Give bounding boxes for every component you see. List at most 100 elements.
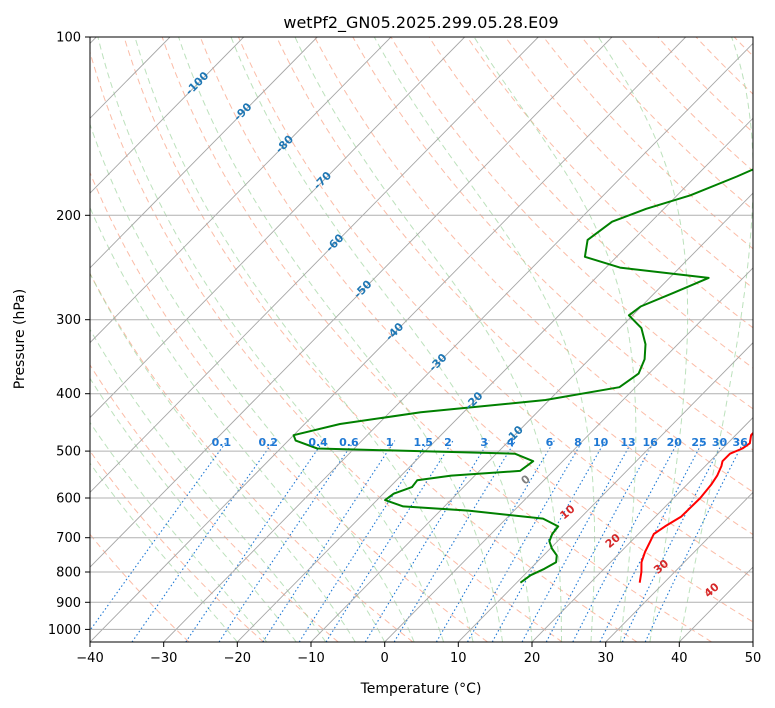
mixing-ratio-label: 1 — [386, 436, 394, 449]
mixing-ratio-label: 4 — [507, 436, 515, 449]
chart-title: wetPf2_GN05.2025.299.05.28.E09 — [283, 13, 558, 33]
mixing-ratio-label: 30 — [712, 436, 728, 449]
isotherm-line — [90, 37, 245, 194]
isotherm-line — [90, 37, 466, 419]
mixing-ratio-line — [218, 440, 355, 642]
isotherms — [90, 37, 753, 642]
mixing-ratio-line — [644, 440, 745, 642]
dry-adiabat-line — [390, 37, 753, 410]
mixing-ratio-label: 1.5 — [413, 436, 433, 449]
dry-adiabat-line — [352, 37, 753, 451]
x-tick-label: 30 — [597, 651, 614, 666]
dry-adiabat-line — [90, 272, 414, 642]
moist-adiabat-line — [294, 37, 562, 642]
mixing-ratio-line — [364, 440, 490, 642]
y-tick-label: 100 — [56, 31, 81, 46]
moist-adiabat-line — [473, 37, 637, 642]
dry-adiabat-line — [466, 37, 753, 329]
dry-adiabat-line — [161, 37, 712, 642]
y-tick-label: 900 — [56, 596, 81, 611]
isotherm-line — [384, 267, 753, 642]
isotherm-line — [163, 42, 753, 642]
isotherm-line — [457, 342, 753, 642]
mixing-ratio-line — [185, 440, 325, 642]
x-tick-label: 40 — [671, 651, 688, 666]
dry-adiabats — [90, 37, 753, 642]
moist-adiabat-line — [597, 37, 689, 642]
mixing-ratio-line — [467, 440, 584, 642]
mixing-ratio-label: 0.1 — [212, 436, 232, 449]
temperature-profile-line — [638, 405, 753, 583]
moist-adiabat-line — [90, 462, 238, 642]
mixing-ratio-lines — [90, 440, 745, 642]
moist-adiabat-line — [97, 37, 445, 642]
y-tick-label: 200 — [56, 209, 81, 224]
mixing-ratio-label: 20 — [667, 436, 683, 449]
dry-adiabat-line — [123, 37, 638, 642]
y-tick-label: 600 — [56, 492, 81, 507]
isotherm-line — [90, 37, 613, 568]
mixing-ratio-label: 3 — [480, 436, 488, 449]
x-tick-label: −10 — [297, 651, 324, 666]
moist-adiabat-line — [230, 37, 533, 642]
isotherm-line — [605, 491, 753, 642]
mixing-ratio-label: 0.4 — [308, 436, 328, 449]
mixing-ratio-line — [621, 440, 725, 642]
mixing-ratio-line — [545, 440, 655, 642]
isotherm-line — [90, 37, 318, 269]
moist-adiabat-line — [134, 37, 474, 642]
x-tick-label: 0 — [381, 651, 389, 666]
mixing-ratio-line — [325, 440, 454, 642]
x-tick-label: −30 — [150, 651, 177, 666]
moist-adiabat-line — [373, 37, 596, 642]
dry-adiabat-line — [238, 37, 753, 579]
moist-adiabat-line — [90, 272, 356, 642]
isotherm-line — [90, 37, 539, 494]
mixing-ratio-line — [262, 440, 396, 642]
y-tick-label: 500 — [56, 445, 81, 460]
moist-adiabat-line — [678, 37, 753, 642]
x-tick-label: 10 — [450, 651, 467, 666]
mixing-ratio-label: 10 — [593, 436, 609, 449]
dry-adiabat-line — [543, 37, 753, 250]
isotherm-line — [236, 117, 753, 642]
mixing-ratio-label: 36 — [733, 436, 749, 449]
dry-adiabat-line — [90, 50, 563, 642]
profile-series — [292, 168, 753, 584]
x-tick-label: 50 — [745, 651, 762, 666]
mixing-ratio-label: 0.6 — [339, 436, 359, 449]
x-tick-label: −40 — [76, 651, 103, 666]
dry-adiabat-line — [581, 37, 753, 211]
moist-adiabats — [90, 37, 753, 642]
dry-adiabat-line — [90, 171, 488, 642]
mixing-ratio-line — [90, 440, 228, 632]
y-axis-label: Pressure (hPa) — [12, 289, 28, 389]
y-tick-label: 1000 — [48, 623, 81, 638]
y-tick-label: 800 — [56, 566, 81, 581]
mixing-ratio-line — [521, 440, 633, 642]
moist-adiabat-line — [178, 37, 503, 642]
isotherm-line — [531, 416, 753, 642]
dry-adiabat-line — [276, 37, 753, 536]
y-tick-label: 400 — [56, 387, 81, 402]
mixing-ratio-label: 8 — [574, 436, 582, 449]
x-tick-label: −20 — [224, 651, 251, 666]
isotherm-line — [90, 37, 392, 344]
x-tick-label: 20 — [524, 651, 541, 666]
moist-adiabat-line — [90, 421, 268, 642]
dry-adiabat-line — [90, 450, 264, 642]
isotherm-line — [90, 37, 687, 642]
moist-adiabat-line — [90, 206, 386, 642]
dewpoint-profile-line — [292, 168, 753, 584]
moist-adiabat-line — [90, 377, 297, 642]
mixing-ratio-line — [298, 440, 429, 642]
mixing-ratio-label: 0.2 — [258, 436, 278, 449]
dry-adiabat-line — [428, 37, 753, 369]
mixing-ratio-line — [491, 440, 606, 642]
dry-adiabat-line — [619, 37, 753, 172]
mixing-ratio-label: 6 — [546, 436, 554, 449]
plot-frame — [89, 36, 754, 643]
plot-background — [90, 37, 753, 642]
mixing-ratio-label: 2 — [444, 436, 452, 449]
